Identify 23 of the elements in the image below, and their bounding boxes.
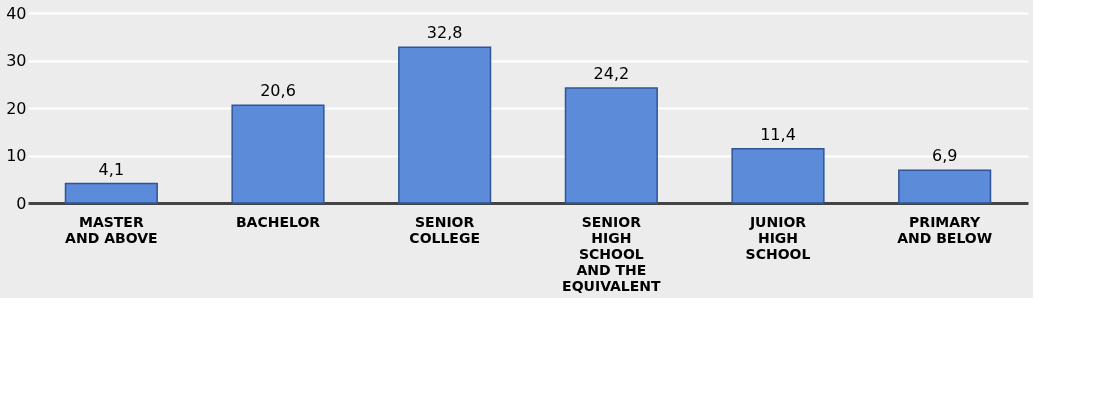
y-tick-label: 40 [6, 3, 27, 23]
y-tick-label: 20 [6, 98, 27, 118]
data-label: 24,2 [593, 64, 630, 84]
bar [898, 169, 992, 204]
bar [731, 148, 825, 204]
y-tick-label: 0 [16, 193, 27, 213]
bar [398, 46, 492, 204]
x-tick-label: SENIOR HIGH SCHOOL AND THE EQUIVALENT [562, 213, 662, 294]
data-label: 20,6 [260, 81, 296, 101]
x-tick-label: BACHELOR [235, 213, 321, 230]
data-label: 11,4 [760, 124, 796, 144]
y-tick-label: 30 [6, 51, 27, 70]
bar [64, 182, 158, 204]
x-tick-label: MASTER AND ABOVE [65, 213, 158, 246]
x-tick-label: JUNIOR HIGH SCHOOL [745, 213, 811, 262]
y-tick-label: 10 [6, 146, 27, 165]
bar [231, 104, 325, 204]
x-tick-label: PRIMARY AND BELOW [897, 213, 993, 246]
data-label: 6,9 [931, 146, 958, 166]
bar [564, 87, 658, 204]
x-tick-label: SENIOR COLLEGE [409, 213, 480, 246]
data-label: 4,1 [98, 159, 125, 179]
data-label: 32,8 [426, 23, 463, 43]
